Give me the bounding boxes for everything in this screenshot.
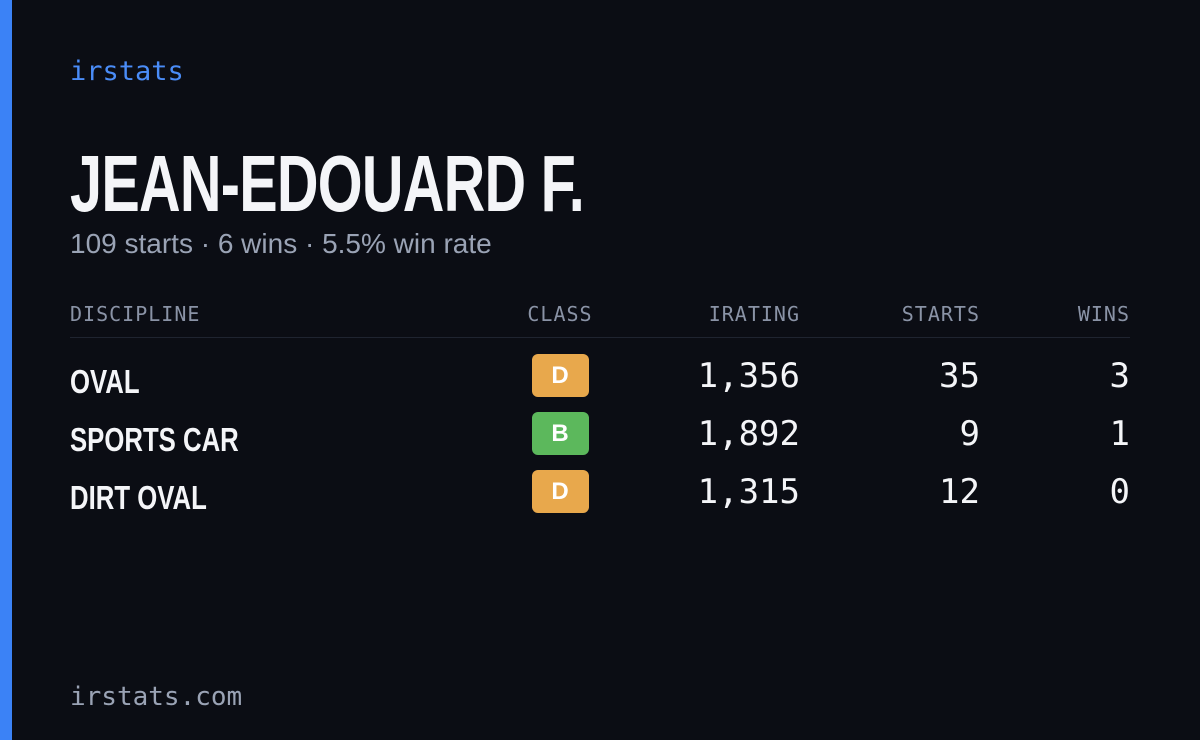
irating: 1,892 [697,414,800,454]
class-badge: D [531,470,589,513]
driver-name: JEAN-EDOUARD F. [70,139,585,228]
wins: 3 [1109,356,1130,396]
starts: 12 [939,472,980,512]
column-header: IRATING [708,302,800,326]
discipline: DIRT OVAL [70,479,207,516]
footer: irstats.com [70,682,243,712]
column-header: WINS [1077,302,1130,326]
summary: 109 starts · 6 wins · 5.5% win rate [70,228,492,259]
starts: 9 [959,414,980,454]
irating: 1,356 [697,356,800,396]
column-header: STARTS [901,302,980,326]
accent-bar [0,0,12,740]
class-badge: D [531,354,589,397]
column-header: CLASS [527,302,593,326]
class-badge: B [531,412,589,455]
column-header: DISCIPLINE [70,302,201,326]
brand: irstats [70,56,184,87]
discipline: SPORTS CAR [70,421,239,458]
wins: 1 [1109,414,1130,454]
discipline: OVAL [70,363,140,400]
divider [70,337,1130,338]
irating: 1,315 [697,472,800,512]
wins: 0 [1109,472,1130,512]
starts: 35 [939,356,980,396]
